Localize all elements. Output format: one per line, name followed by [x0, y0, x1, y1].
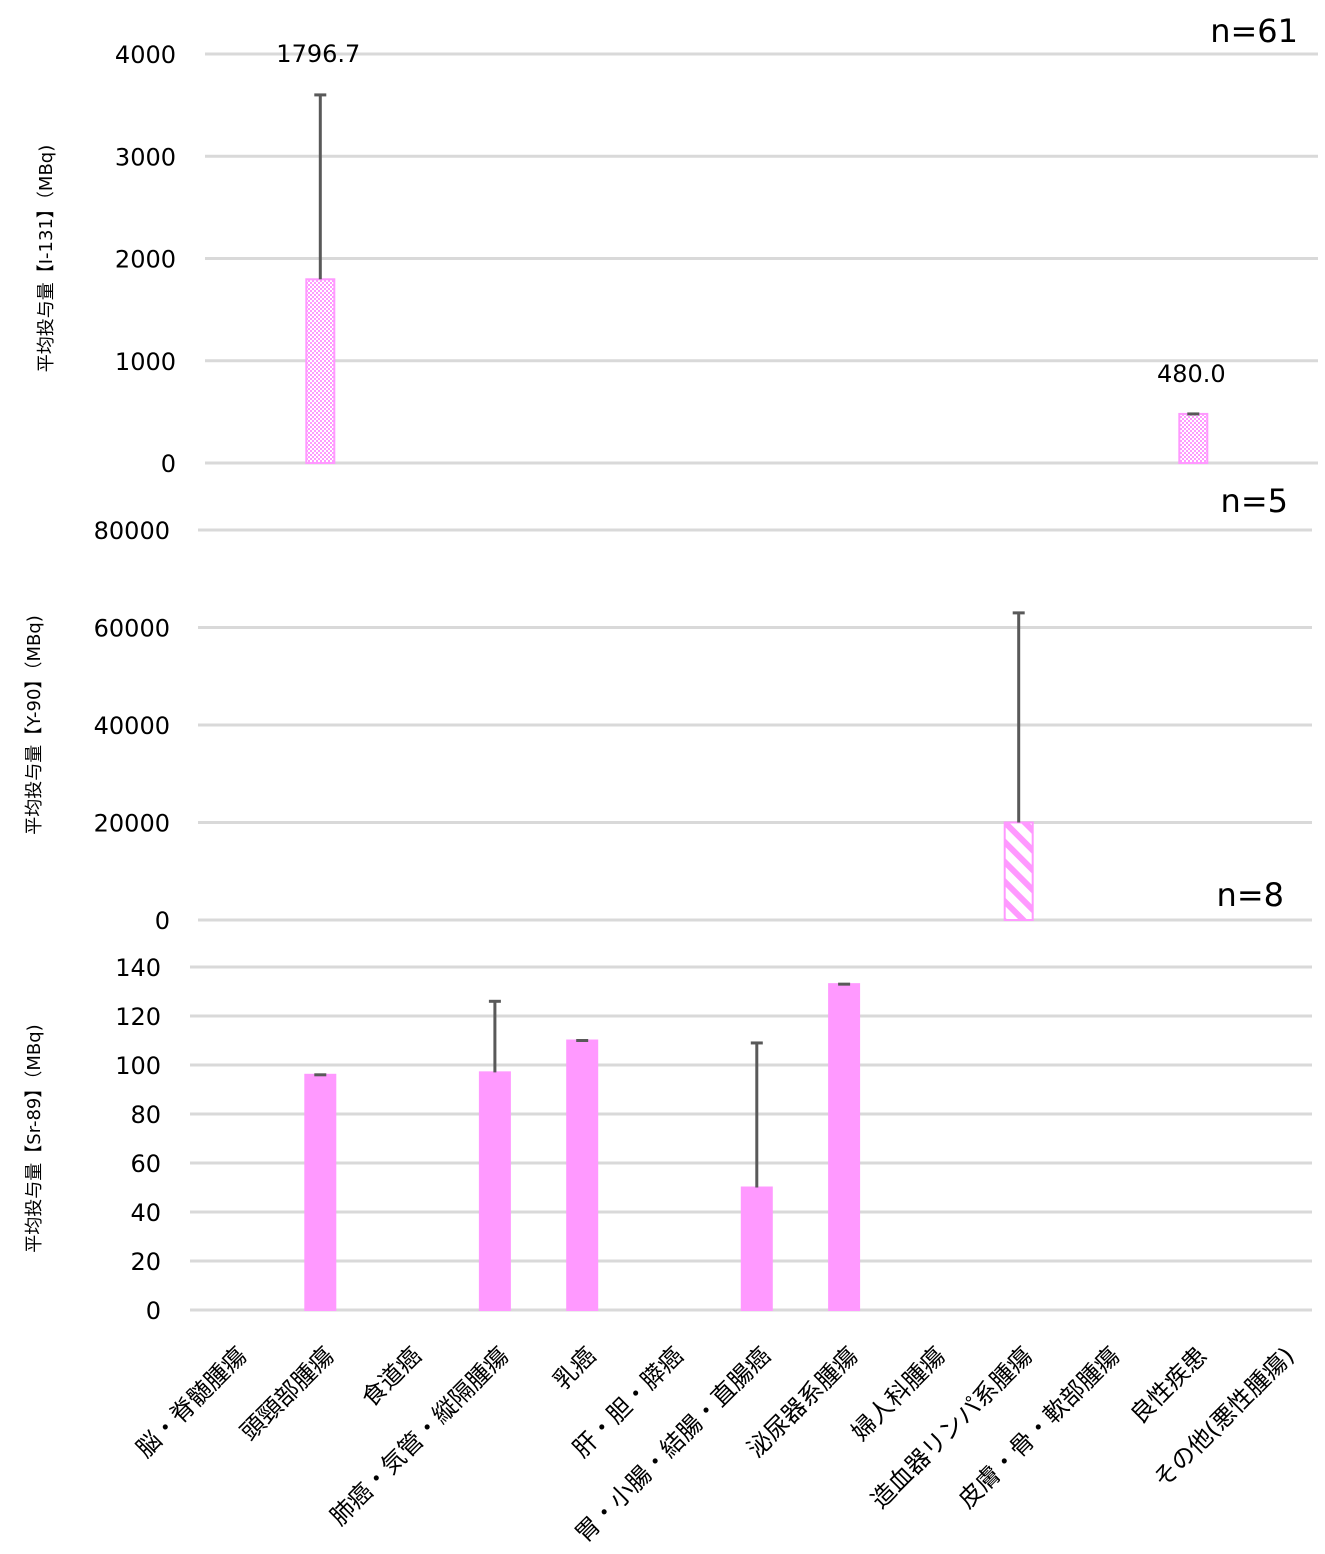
y-tick-label: 40000	[94, 712, 170, 740]
y-tick-label: 2000	[115, 246, 176, 274]
y-tick-label: 40	[130, 1199, 161, 1227]
y-tick-label: 60000	[94, 615, 170, 643]
x-tick-label: 脳・脊髄腫瘍	[131, 1342, 253, 1464]
x-tick-label: 造血器リンパ系腫瘍	[865, 1342, 1038, 1515]
sample-size-label: n=5	[1221, 482, 1288, 520]
y-tick-label: 0	[161, 450, 176, 478]
x-tick-label: 食道癌	[356, 1342, 427, 1413]
bar	[304, 1073, 337, 1312]
data-label: 1796.7	[276, 40, 360, 68]
y-tick-label: 3000	[115, 143, 176, 171]
bar	[1003, 821, 1034, 921]
y-tick-label: 4000	[115, 41, 176, 69]
y-tick-label: 120	[115, 1003, 161, 1031]
y-tick-label: 20000	[94, 810, 170, 838]
y-tick-label: 0	[155, 907, 170, 935]
bar	[740, 1186, 773, 1311]
bar	[828, 983, 861, 1312]
bar	[478, 1071, 511, 1311]
bar	[1178, 412, 1209, 465]
y-tick-label: 80000	[94, 517, 170, 545]
x-tick-label: 肺癌・気管・縦隔腫瘍	[325, 1342, 515, 1532]
y-tick-label: 1000	[115, 348, 176, 376]
y-tick-label: 80	[130, 1101, 161, 1129]
y-tick-label: 20	[130, 1248, 161, 1276]
y-tick-label: 60	[130, 1150, 161, 1178]
x-tick-label: 皮膚・骨・軟部腫瘍	[953, 1342, 1126, 1515]
x-tick-label: 乳癌	[548, 1342, 602, 1396]
sample-size-label: n=61	[1210, 12, 1298, 50]
x-tick-label: 頭頸部腫瘍	[235, 1342, 340, 1447]
sample-size-label: n=8	[1217, 876, 1284, 914]
bar	[305, 278, 336, 464]
bar	[566, 1039, 599, 1311]
y-axis-label: 平均投与量【Sr-89】（MBq)	[24, 1024, 45, 1252]
y-axis-label: 平均投与量【Y-90】（MBq)	[24, 615, 45, 835]
y-axis-label: 平均投与量【I-131】（MBq)	[36, 145, 57, 373]
y-tick-label: 100	[115, 1052, 161, 1080]
data-label: 480.0	[1157, 360, 1226, 388]
y-tick-label: 0	[146, 1297, 161, 1325]
x-tick-label: 良性疾患	[1125, 1342, 1213, 1430]
y-tick-label: 140	[115, 954, 161, 982]
